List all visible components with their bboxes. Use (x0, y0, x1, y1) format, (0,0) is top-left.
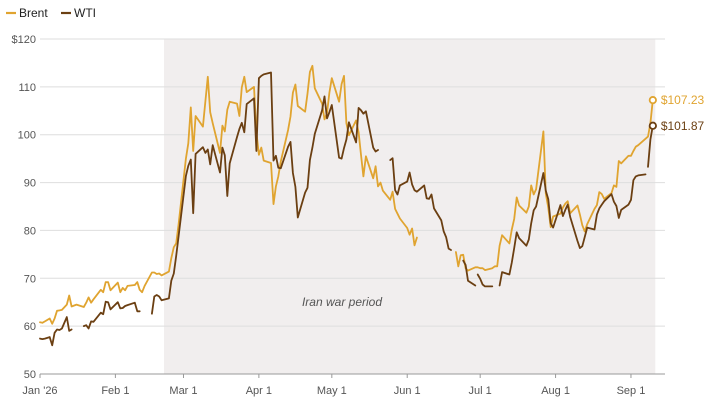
y-tick-label: $120 (12, 34, 36, 46)
x-tick-label: May 1 (317, 385, 347, 397)
y-tick-label: 80 (24, 225, 36, 237)
x-tick-label: Apr 1 (246, 385, 272, 397)
series-line-wti-1 (82, 300, 141, 330)
series-endpoints: $107.23 $101.87 (648, 93, 705, 133)
y-tick-label: 110 (18, 82, 36, 94)
series-line-brent-1 (455, 99, 654, 272)
x-tick-label: Jan '26 (22, 385, 57, 397)
legend-label-brent: Brent (19, 6, 48, 20)
shaded-period-label: Iran war period (302, 295, 382, 309)
y-axis: 50 60 70 80 90 100 110 $120 (12, 34, 36, 381)
x-tick-label: Jun 1 (394, 385, 421, 397)
y-tick-label: 60 (24, 321, 36, 333)
x-tick-label: Mar 1 (169, 385, 197, 397)
series-line-wti-2 (151, 71, 379, 315)
shaded-period (164, 39, 656, 374)
series-line-wti-5 (476, 273, 494, 288)
endpoint-label-wti: $101.87 (661, 119, 705, 133)
x-tick-label: Feb 1 (101, 385, 129, 397)
series-line-wti-0 (39, 316, 73, 347)
legend-label-wti: WTI (74, 6, 96, 20)
x-axis: Jan '26 Feb 1 Mar 1 Apr 1 May 1 Jun 1 Jul 1 Aug… (22, 373, 665, 397)
y-tick-label: 90 (24, 178, 36, 190)
series-line-wti-4 (462, 259, 477, 287)
series-line-wti-6 (498, 172, 647, 287)
series-line-wti-3 (389, 157, 452, 251)
series-line-wti-7 (647, 124, 654, 168)
y-tick-label: 70 (24, 273, 36, 285)
y-tick-label: 50 (24, 369, 36, 381)
endpoint-marker-wti (648, 121, 657, 130)
legend: Brent WTI (6, 6, 96, 20)
x-tick-label: Jul 1 (469, 385, 492, 397)
y-tick-label: 100 (18, 130, 36, 142)
endpoint-label-brent: $107.23 (661, 93, 705, 107)
x-tick-label: Aug 1 (541, 385, 570, 397)
series-lines (39, 64, 654, 347)
endpoint-marker-brent (648, 96, 657, 105)
x-tick-label: Sep 1 (617, 385, 646, 397)
